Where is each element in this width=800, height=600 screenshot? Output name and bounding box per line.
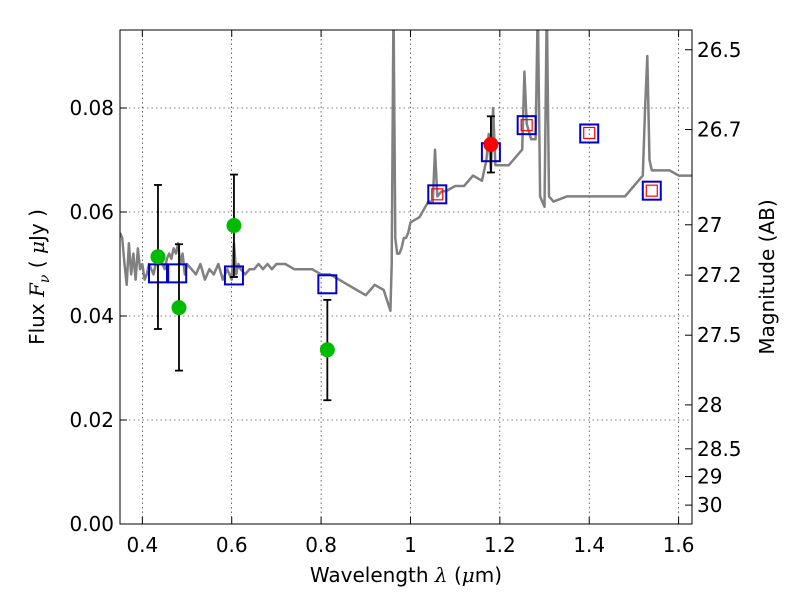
model-photometry-point [579,123,600,144]
x-tick-label: 1.6 [663,533,695,557]
x-tick-label: 1 [404,533,417,557]
x-tick-label: 1.2 [484,533,516,557]
magnitude-tick-label: 29 [697,465,722,489]
magnitude-axis-title: Magnitude (AB) [755,199,779,354]
observed-optical-photometry-point [319,342,335,358]
x-tick-label: 0.8 [305,533,337,557]
magnitude-tick-label: 26.7 [697,118,742,142]
magnitude-tick-label: 30 [697,493,722,517]
model-photometry-point [317,274,338,295]
x-axis-title: Wavelength λ (μm) [310,563,502,587]
observed-hst-photometry-point [431,188,444,201]
axis-ticks: 0.4 0.6 0.8 1 1.2 1.4 1.6 0.00 0.02 0.04 0.06 0.08 2… [69,30,742,557]
model-spectrum-line [120,30,692,313]
magnitude-tick-label: 28 [697,393,722,417]
magnitude-tick-label: 28.5 [697,437,742,461]
magnitude-tick-label: 27.2 [697,263,742,287]
magnitude-tick-label: 27 [697,213,722,237]
y-tick-label: 0.06 [69,200,114,224]
y-tick-label: 0.02 [69,408,114,432]
x-tick-label: 1.4 [573,533,605,557]
model-photometry-point [427,184,448,205]
plot-frame [119,29,693,525]
observed-hst-photometry-point [520,119,533,132]
y-tick-label: 0.00 [69,512,114,536]
observed-photometry-point [483,136,499,152]
observed-optical-photometry-point [226,218,242,234]
x-tick-label: 0.6 [216,533,248,557]
y-tick-label: 0.04 [69,304,114,328]
observed-hst-photometry-point [583,126,596,140]
magnitude-tick-label: 26.5 [697,38,742,62]
model-photometry-point [167,263,188,284]
data-layer [120,30,692,402]
model-photometry-point [516,115,537,136]
observed-hst-photometry-point [645,184,658,197]
observed-optical-photometry-point [150,249,166,265]
magnitude-tick-label: 27.5 [697,323,742,347]
x-tick-label: 0.4 [126,533,158,557]
model-photometry-point [641,180,662,201]
observed-optical-photometry-point [171,300,187,316]
y-axis-title: Flux Fν ( μJy ) [25,209,53,345]
y-tick-label: 0.08 [69,96,114,120]
